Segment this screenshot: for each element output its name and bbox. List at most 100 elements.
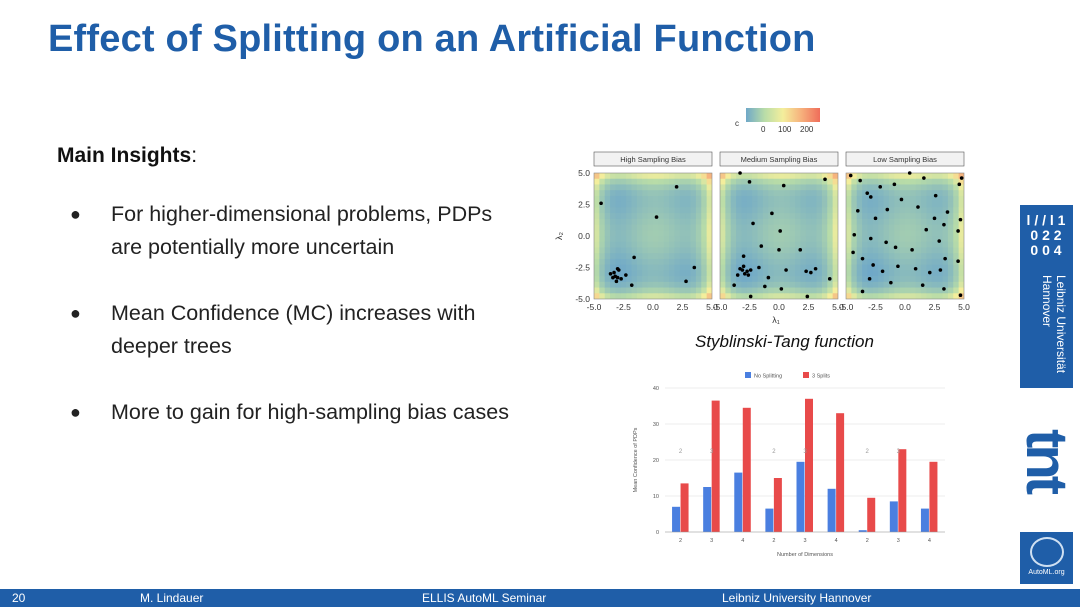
heatmap-cell bbox=[594, 236, 600, 243]
heatmap-cell bbox=[784, 195, 791, 203]
heatmap-cell bbox=[685, 207, 692, 214]
sample-point bbox=[751, 221, 755, 226]
heatmap-cell bbox=[752, 281, 759, 289]
heatmap-cell bbox=[942, 195, 949, 203]
heatmap-cell bbox=[741, 230, 748, 237]
heatmap-cell bbox=[730, 184, 737, 191]
heatmap-cell bbox=[942, 247, 949, 254]
heatmap-cell bbox=[942, 218, 949, 226]
heatmap-cell bbox=[773, 190, 780, 197]
heatmap-cell bbox=[926, 173, 933, 180]
heatmap-cell bbox=[674, 270, 681, 277]
heatmap-cell bbox=[926, 276, 933, 283]
heatmap-cell bbox=[626, 241, 633, 249]
heatmap-cell bbox=[846, 247, 852, 254]
facet-strip bbox=[593, 151, 713, 167]
sample-point bbox=[907, 171, 912, 175]
heatmap-cell bbox=[647, 224, 654, 231]
heatmap-cell bbox=[685, 270, 692, 277]
bar-annotation: 2 bbox=[772, 449, 776, 455]
heatmap-cell bbox=[690, 218, 697, 226]
sample-point bbox=[608, 272, 613, 276]
heatmap-cell bbox=[926, 190, 933, 197]
heatmap-cell bbox=[888, 241, 895, 249]
heatmap-cell bbox=[894, 173, 901, 180]
heatmap-cell bbox=[888, 173, 895, 180]
heatmap-cell bbox=[867, 293, 874, 299]
heatmap-cell bbox=[642, 264, 649, 271]
heatmap-cell bbox=[599, 270, 606, 277]
heatmap-cell bbox=[720, 230, 726, 237]
heatmap-cell bbox=[674, 224, 681, 231]
heatmap-cell bbox=[779, 224, 785, 231]
heatmap-cell bbox=[958, 264, 964, 271]
heatmap-cell bbox=[746, 195, 753, 203]
sample-point bbox=[927, 270, 932, 275]
heatmap-cell bbox=[921, 190, 928, 197]
heatmap-cell bbox=[701, 173, 708, 180]
heatmap-cell bbox=[663, 253, 670, 260]
heatmap-cell bbox=[658, 201, 665, 208]
heatmap-cell bbox=[856, 195, 863, 203]
heatmap-cell bbox=[856, 253, 863, 260]
x-tick-label: 0.0 bbox=[773, 302, 785, 312]
heatmap-cell bbox=[720, 207, 726, 214]
sample-point bbox=[615, 266, 620, 271]
heatmap-cell bbox=[931, 241, 938, 249]
y-tick-label: 5.0 bbox=[578, 168, 590, 178]
bar bbox=[858, 530, 867, 532]
heatmap-cell bbox=[878, 276, 885, 283]
heatmap-cell bbox=[872, 190, 879, 197]
heatmap-cell bbox=[636, 184, 643, 191]
heatmap-cell bbox=[695, 264, 702, 271]
heatmap-cell bbox=[811, 207, 818, 214]
x-tick-label: 2.5 bbox=[677, 302, 689, 312]
heatmap-cell bbox=[762, 207, 769, 214]
heatmap-cell bbox=[784, 178, 791, 186]
heatmap-cell bbox=[757, 184, 764, 191]
heatmap-cell bbox=[947, 236, 954, 243]
heatmap-cell bbox=[816, 270, 823, 277]
heatmap-cell bbox=[685, 224, 692, 231]
heatmap-cell bbox=[905, 281, 911, 289]
heatmap-cell bbox=[827, 241, 834, 249]
bullet-icon: ● bbox=[70, 402, 81, 422]
heatmap-cell bbox=[658, 253, 665, 260]
heatmap-cell bbox=[626, 293, 633, 299]
heatmap-cell bbox=[958, 281, 964, 289]
heatmap-cell bbox=[746, 224, 753, 231]
heatmap-cell bbox=[784, 281, 791, 289]
heatmap-cell bbox=[642, 201, 649, 208]
heatmap-cell bbox=[832, 241, 838, 249]
panel-border bbox=[593, 172, 713, 300]
sample-point bbox=[654, 215, 659, 219]
heatmap-cell bbox=[768, 195, 775, 203]
heatmap-cell bbox=[894, 184, 901, 191]
heatmap-cell bbox=[615, 178, 622, 186]
heatmap-cell bbox=[701, 195, 708, 203]
heatmap-cell bbox=[690, 213, 697, 220]
heatmap-cell bbox=[910, 213, 917, 220]
heatmap-cell bbox=[905, 247, 911, 254]
sample-point bbox=[932, 216, 937, 221]
heatmap-cell bbox=[685, 178, 692, 186]
sample-point bbox=[745, 269, 749, 274]
heatmap-cell bbox=[706, 276, 712, 283]
heatmap-cell bbox=[768, 178, 775, 186]
heatmap-cell bbox=[626, 190, 633, 197]
heatmap-cell bbox=[937, 236, 944, 243]
sample-point bbox=[746, 273, 751, 277]
heatmap-cell bbox=[626, 224, 633, 231]
heatmap-cell bbox=[862, 281, 869, 289]
heatmap-cell bbox=[832, 293, 838, 299]
heatmap-cell bbox=[867, 258, 874, 266]
heatmap-cell bbox=[663, 281, 670, 289]
sample-point bbox=[956, 259, 960, 263]
heatmap-cell bbox=[642, 190, 649, 197]
heatmap-cell bbox=[888, 218, 895, 226]
heatmap-cell bbox=[663, 184, 670, 191]
heatmap-cell bbox=[894, 241, 901, 249]
heatmap-cell bbox=[947, 224, 954, 231]
heatmap-cell bbox=[685, 264, 692, 271]
heatmap-cell bbox=[768, 230, 775, 237]
